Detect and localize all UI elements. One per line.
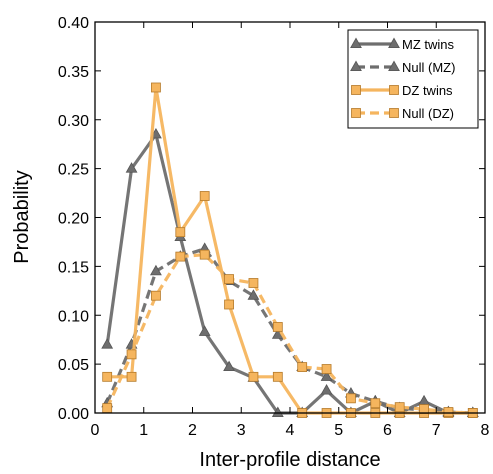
data-point-triangle — [320, 384, 333, 395]
data-point-square — [151, 290, 161, 301]
x-tick-label: 6 — [383, 422, 392, 439]
legend-label: Null (MZ) — [402, 60, 455, 75]
data-point-triangle — [350, 60, 362, 71]
data-point-triangle — [271, 406, 284, 417]
legend-item: Null (DZ) — [351, 106, 454, 121]
x-tick-label: 4 — [286, 422, 295, 439]
y-tick-label: 0.35 — [58, 64, 89, 81]
data-point-square — [419, 404, 429, 414]
data-point-square — [126, 349, 137, 360]
data-point-square — [443, 407, 454, 417]
legend-box — [347, 29, 479, 129]
data-point-triangle — [418, 394, 430, 406]
series-line — [105, 253, 473, 415]
data-point-square — [394, 402, 405, 413]
data-point-triangle — [125, 162, 138, 173]
data-point-triangle — [388, 37, 400, 48]
plot-area — [101, 82, 479, 418]
data-point-triangle — [223, 360, 235, 372]
legend-item: DZ twins — [351, 83, 453, 98]
data-point-square — [272, 371, 283, 382]
legend-label: MZ twins — [402, 37, 455, 52]
data-point-square — [199, 191, 210, 201]
x-tick-label: 3 — [237, 422, 246, 439]
data-point-square — [272, 322, 283, 332]
data-point-square — [346, 393, 356, 404]
x-tick-label: 0 — [91, 422, 100, 439]
y-tick-label: 0.25 — [58, 162, 89, 179]
data-point-square — [175, 227, 186, 238]
legend-item: Null (MZ) — [350, 60, 455, 75]
x-axis-label: Inter-profile distance — [199, 449, 380, 471]
data-point-square — [389, 108, 399, 118]
data-point-square — [248, 278, 259, 288]
data-point-square — [175, 251, 186, 262]
data-point-triangle — [101, 338, 114, 349]
y-tick-label: 0.20 — [58, 211, 89, 228]
legend-label: Null (DZ) — [402, 106, 454, 121]
legend-item: MZ twins — [350, 37, 455, 52]
data-point-square — [297, 362, 308, 372]
data-point-square — [248, 371, 259, 382]
data-point-square — [126, 371, 137, 382]
data-point-square — [151, 82, 161, 93]
y-axis-label: Probability — [11, 170, 33, 263]
x-tick-label: 1 — [139, 422, 148, 439]
x-tick-label: 7 — [432, 422, 441, 439]
y-tick-label: 0.00 — [58, 406, 89, 423]
y-tick-label: 0.15 — [58, 259, 89, 276]
data-point-triangle — [388, 60, 400, 71]
y-tick-label: 0.05 — [58, 357, 89, 374]
data-point-square — [351, 108, 361, 118]
series-line — [105, 132, 473, 415]
x-tick-label: 5 — [334, 422, 343, 439]
y-tick-label: 0.30 — [58, 113, 89, 130]
series-line — [105, 247, 473, 415]
data-point-triangle — [247, 289, 260, 300]
data-point-square — [224, 274, 234, 284]
y-tick-label: 0.10 — [58, 308, 89, 325]
series-null-mz — [101, 242, 479, 417]
x-tick-label: 2 — [188, 422, 197, 439]
data-point-square — [224, 299, 234, 310]
data-point-triangle — [350, 37, 362, 48]
data-point-square — [370, 398, 381, 409]
series-line — [107, 85, 473, 415]
data-point-square — [351, 85, 361, 95]
data-point-triangle — [198, 325, 211, 336]
data-point-square — [102, 371, 113, 382]
legend-label: DZ twins — [402, 83, 453, 98]
data-point-square — [389, 85, 399, 95]
y-tick-label: 0.40 — [58, 15, 89, 32]
data-point-triangle — [320, 370, 333, 381]
data-point-square — [102, 403, 113, 414]
data-point-triangle — [150, 264, 162, 276]
data-point-square — [321, 364, 332, 374]
axis-ticks: 0 1 2 3 4 5 6 7 8 0.00 0.05 0.10 0.15 0.20 0.25 0.30 0.3… — [58, 15, 490, 439]
data-point-square — [199, 249, 210, 260]
x-tick-label: 8 — [481, 422, 490, 439]
legend: MZ twins Null (MZ) DZ twins Null (DZ) — [347, 29, 479, 129]
